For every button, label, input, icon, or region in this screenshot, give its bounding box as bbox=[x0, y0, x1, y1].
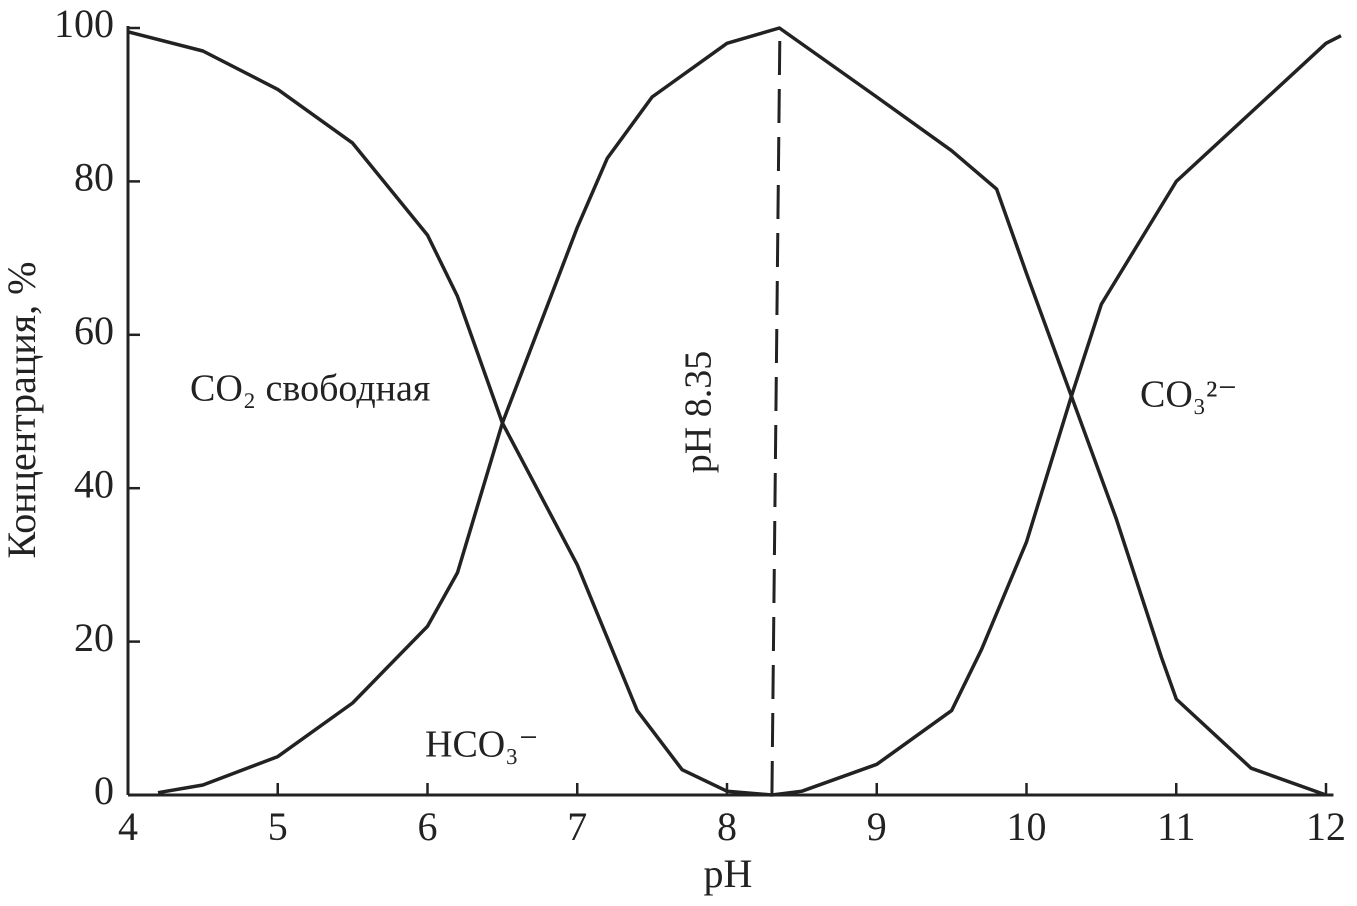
x-tick-label: 4 bbox=[118, 804, 138, 849]
y-tick-label: 20 bbox=[74, 615, 114, 660]
series-label: CO₃²⁻ bbox=[1140, 374, 1238, 416]
x-tick-label: 5 bbox=[268, 804, 288, 849]
reference-label: pH 8.35 bbox=[678, 351, 720, 473]
x-axis-label: pH bbox=[704, 851, 753, 896]
x-tick-label: 12 bbox=[1306, 804, 1346, 849]
x-tick-label: 11 bbox=[1157, 804, 1196, 849]
series-label: HCO₃⁻ bbox=[425, 724, 539, 766]
x-tick-label: 9 bbox=[867, 804, 887, 849]
line bbox=[771, 34, 1342, 797]
y-tick-label: 60 bbox=[74, 308, 114, 353]
x-tick-label: 7 bbox=[567, 804, 587, 849]
series-label: CO₂ свободная bbox=[190, 368, 430, 410]
x-tick-label: 8 bbox=[717, 804, 737, 849]
y-tick-label: 0 bbox=[94, 768, 114, 813]
x-tick-label: 10 bbox=[1007, 804, 1047, 849]
reference-line bbox=[770, 27, 782, 796]
y-tick-label: 100 bbox=[54, 1, 114, 46]
y-tick-label: 80 bbox=[74, 155, 114, 200]
y-tick-label: 40 bbox=[74, 461, 114, 506]
line bbox=[127, 30, 773, 797]
y-axis-label: Концентрация, % bbox=[0, 262, 44, 559]
x-tick-label: 6 bbox=[418, 804, 438, 849]
line bbox=[157, 26, 1327, 797]
